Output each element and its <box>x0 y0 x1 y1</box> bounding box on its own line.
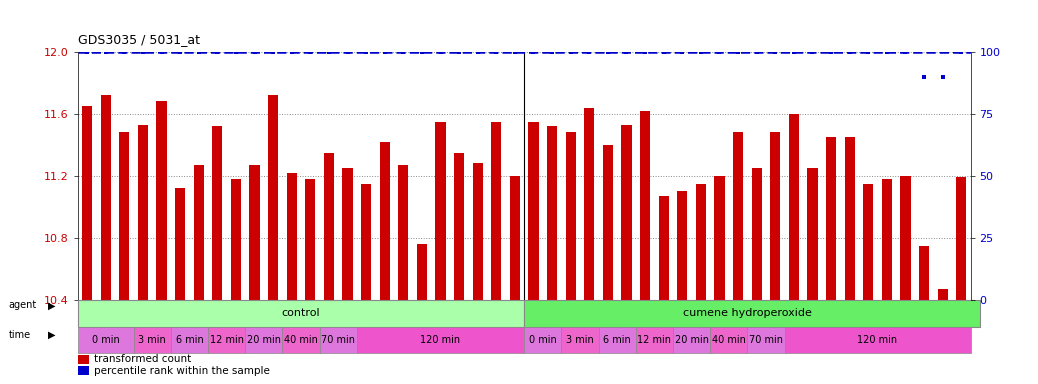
Bar <box>78 327 134 353</box>
Bar <box>562 327 599 353</box>
Text: 20 min: 20 min <box>247 335 281 345</box>
Bar <box>919 246 929 300</box>
Bar <box>524 327 562 353</box>
Text: 70 min: 70 min <box>321 335 355 345</box>
Text: GDS3035 / 5031_at: GDS3035 / 5031_at <box>78 33 200 46</box>
Text: 120 min: 120 min <box>857 335 898 345</box>
Bar <box>710 327 747 353</box>
Bar <box>357 327 524 353</box>
Bar <box>208 327 245 353</box>
Bar <box>212 126 222 300</box>
Bar <box>138 125 148 300</box>
Text: transformed count: transformed count <box>93 354 191 364</box>
Bar <box>603 145 613 300</box>
Bar <box>510 176 520 300</box>
Bar <box>635 327 673 353</box>
Bar <box>673 327 710 353</box>
Bar <box>864 184 873 300</box>
Text: agent: agent <box>8 300 36 310</box>
Bar <box>171 327 208 353</box>
Bar <box>157 101 167 300</box>
Text: 6 min: 6 min <box>603 335 631 345</box>
Text: 40 min: 40 min <box>712 335 745 345</box>
Bar <box>230 179 241 300</box>
Bar <box>881 179 892 300</box>
Bar <box>770 132 781 300</box>
Bar <box>524 300 980 327</box>
Bar <box>320 327 357 353</box>
Bar <box>785 327 971 353</box>
Text: percentile rank within the sample: percentile rank within the sample <box>93 366 270 376</box>
Bar <box>808 168 818 300</box>
Bar <box>417 244 427 300</box>
Text: 3 min: 3 min <box>566 335 594 345</box>
Bar <box>747 327 785 353</box>
Bar <box>134 327 171 353</box>
Bar <box>380 142 390 300</box>
Bar <box>435 122 445 300</box>
Bar <box>677 191 687 300</box>
Bar <box>119 132 130 300</box>
Bar <box>752 168 762 300</box>
Text: ▶: ▶ <box>48 330 55 340</box>
Bar <box>454 153 464 300</box>
Bar <box>245 327 282 353</box>
Bar <box>584 108 595 300</box>
Bar <box>194 165 203 300</box>
Bar <box>640 111 650 300</box>
Bar <box>101 95 111 300</box>
Text: cumene hydroperoxide: cumene hydroperoxide <box>683 308 812 318</box>
Bar <box>937 289 948 300</box>
Bar <box>324 153 334 300</box>
Bar <box>547 126 557 300</box>
Bar <box>491 122 501 300</box>
Bar <box>599 327 635 353</box>
Text: 0 min: 0 min <box>529 335 556 345</box>
Bar <box>343 168 353 300</box>
Text: 6 min: 6 min <box>175 335 203 345</box>
Bar <box>249 165 260 300</box>
Bar <box>175 188 185 300</box>
Bar <box>78 300 524 327</box>
Text: 0 min: 0 min <box>92 335 119 345</box>
Bar <box>268 95 278 300</box>
Bar <box>399 165 408 300</box>
Bar <box>956 177 966 300</box>
Bar <box>695 184 706 300</box>
Bar <box>528 122 539 300</box>
Text: 12 min: 12 min <box>637 335 672 345</box>
Bar <box>714 176 725 300</box>
Bar <box>472 164 483 300</box>
Text: time: time <box>8 330 30 340</box>
Bar <box>826 137 837 300</box>
Bar <box>658 196 668 300</box>
Bar <box>305 179 316 300</box>
Bar <box>789 114 799 300</box>
Text: 120 min: 120 min <box>420 335 461 345</box>
Text: 40 min: 40 min <box>284 335 318 345</box>
Bar <box>733 132 743 300</box>
Text: 70 min: 70 min <box>749 335 783 345</box>
Bar <box>78 354 88 364</box>
Bar <box>82 106 92 300</box>
Bar <box>286 173 297 300</box>
Bar <box>78 366 88 375</box>
Bar <box>282 327 320 353</box>
Text: 12 min: 12 min <box>210 335 244 345</box>
Text: ▶: ▶ <box>48 300 55 310</box>
Text: control: control <box>281 308 321 318</box>
Bar <box>900 176 910 300</box>
Bar <box>845 137 854 300</box>
Bar <box>566 132 576 300</box>
Text: 3 min: 3 min <box>138 335 166 345</box>
Text: 20 min: 20 min <box>675 335 709 345</box>
Bar <box>361 184 372 300</box>
Bar <box>622 125 631 300</box>
